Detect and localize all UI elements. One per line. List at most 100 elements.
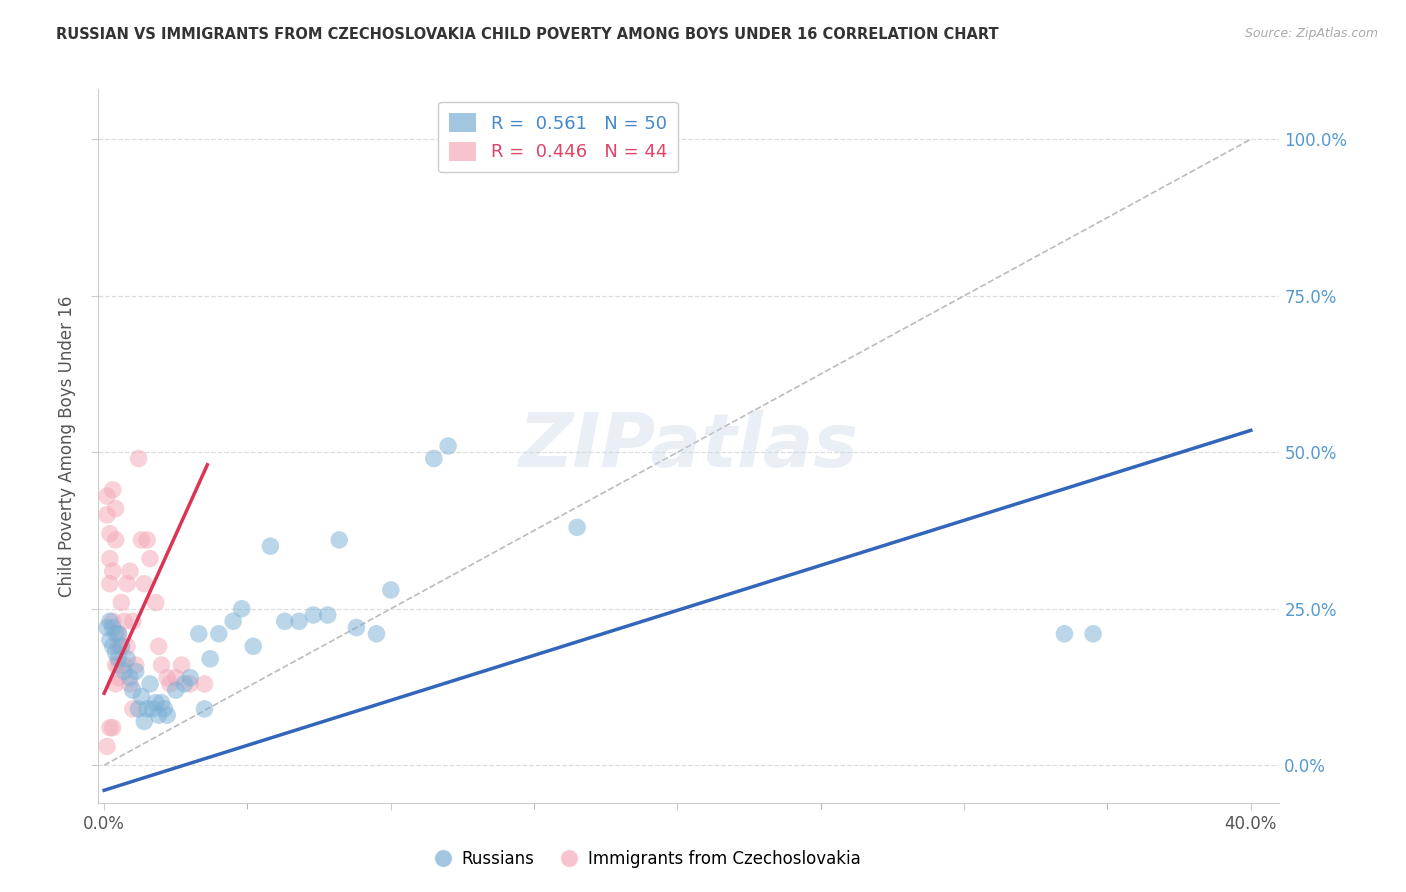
Point <box>107 671 129 685</box>
Point <box>96 739 118 754</box>
Point <box>98 721 121 735</box>
Point <box>112 658 135 673</box>
Point <box>170 658 193 673</box>
Point <box>150 658 173 673</box>
Point <box>145 696 167 710</box>
Point <box>150 696 173 710</box>
Point <box>104 646 127 660</box>
Text: ZIPatlas: ZIPatlas <box>519 409 859 483</box>
Point <box>134 714 156 729</box>
Point <box>139 551 162 566</box>
Point <box>328 533 350 547</box>
Point <box>128 702 150 716</box>
Point <box>115 576 138 591</box>
Point <box>107 627 129 641</box>
Point <box>98 526 121 541</box>
Point <box>128 451 150 466</box>
Point <box>145 595 167 609</box>
Point <box>121 614 143 628</box>
Point <box>131 690 153 704</box>
Point <box>107 640 129 654</box>
Point <box>98 633 121 648</box>
Text: RUSSIAN VS IMMIGRANTS FROM CZECHOSLOVAKIA CHILD POVERTY AMONG BOYS UNDER 16 CORR: RUSSIAN VS IMMIGRANTS FROM CZECHOSLOVAKI… <box>56 27 998 42</box>
Point <box>107 658 129 673</box>
Point <box>187 627 209 641</box>
Point <box>165 683 187 698</box>
Point <box>165 671 187 685</box>
Point <box>115 640 138 654</box>
Point <box>136 702 159 716</box>
Point <box>121 683 143 698</box>
Point <box>173 677 195 691</box>
Point <box>107 652 129 666</box>
Point <box>110 595 132 609</box>
Point <box>118 677 141 691</box>
Point <box>101 564 124 578</box>
Point <box>148 708 170 723</box>
Point <box>115 652 138 666</box>
Point <box>104 658 127 673</box>
Point <box>142 702 165 716</box>
Point <box>565 520 588 534</box>
Point <box>148 640 170 654</box>
Point <box>110 640 132 654</box>
Point <box>288 614 311 628</box>
Point <box>104 677 127 691</box>
Point <box>134 576 156 591</box>
Point <box>156 708 179 723</box>
Point <box>156 671 179 685</box>
Point <box>302 607 325 622</box>
Point <box>380 582 402 597</box>
Point <box>131 533 153 547</box>
Point <box>98 576 121 591</box>
Legend: Russians, Immigrants from Czechoslovakia: Russians, Immigrants from Czechoslovakia <box>426 844 868 875</box>
Point <box>423 451 446 466</box>
Point <box>208 627 231 641</box>
Point <box>112 614 135 628</box>
Point <box>222 614 245 628</box>
Text: Source: ZipAtlas.com: Source: ZipAtlas.com <box>1244 27 1378 40</box>
Y-axis label: Child Poverty Among Boys Under 16: Child Poverty Among Boys Under 16 <box>58 295 76 597</box>
Point <box>96 508 118 522</box>
Point <box>259 539 281 553</box>
Point <box>136 533 159 547</box>
Point <box>96 489 118 503</box>
Point <box>104 627 127 641</box>
Point <box>112 665 135 679</box>
Point <box>118 564 141 578</box>
Point <box>104 501 127 516</box>
Point <box>274 614 297 628</box>
Point <box>153 702 176 716</box>
Point <box>104 533 127 547</box>
Point <box>179 671 201 685</box>
Point <box>200 652 222 666</box>
Point <box>437 439 460 453</box>
Point <box>366 627 388 641</box>
Point <box>101 483 124 497</box>
Point <box>125 665 148 679</box>
Point <box>159 677 181 691</box>
Point <box>98 614 121 628</box>
Point <box>231 601 253 615</box>
Point <box>107 627 129 641</box>
Point <box>110 640 132 654</box>
Point <box>121 702 143 716</box>
Point <box>125 658 148 673</box>
Point <box>316 607 339 622</box>
Point <box>118 671 141 685</box>
Point <box>344 621 367 635</box>
Point <box>101 614 124 628</box>
Point <box>98 551 121 566</box>
Point <box>242 640 264 654</box>
Point <box>139 677 162 691</box>
Point <box>101 640 124 654</box>
Point <box>101 721 124 735</box>
Point <box>1081 627 1104 641</box>
Point <box>193 677 215 691</box>
Point <box>96 621 118 635</box>
Legend: R =  0.561   N = 50, R =  0.446   N = 44: R = 0.561 N = 50, R = 0.446 N = 44 <box>439 102 678 172</box>
Point <box>101 621 124 635</box>
Point <box>179 677 201 691</box>
Point <box>1053 627 1076 641</box>
Point <box>193 702 215 716</box>
